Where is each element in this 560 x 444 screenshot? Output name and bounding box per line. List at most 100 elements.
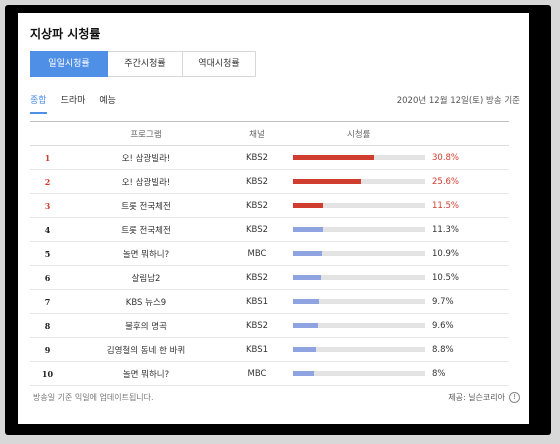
rating-value: 11.5% bbox=[432, 200, 460, 211]
broadcast-date: 2020년 12월 12일(토) 방송 기준 bbox=[396, 96, 520, 106]
rating-cell: 30.8% bbox=[287, 153, 509, 163]
program-name[interactable]: 놀면 뭐하니? bbox=[122, 249, 170, 260]
rating-bar-track bbox=[293, 251, 425, 256]
rank-number: 2 bbox=[44, 176, 51, 187]
rating-bar-track bbox=[293, 299, 425, 304]
rating-bar-fill bbox=[293, 347, 317, 352]
header-rating: 시청률 bbox=[347, 129, 371, 140]
program-name[interactable]: 불후의 명곡 bbox=[125, 321, 167, 332]
rating-value: 25.6% bbox=[432, 176, 460, 187]
rating-bar-track bbox=[293, 155, 425, 160]
tab-all-time[interactable]: 역대시청률 bbox=[183, 51, 256, 77]
rating-bar-fill bbox=[293, 155, 375, 160]
table-row[interactable]: 2 오! 삼광빌라! KBS2 25.6% bbox=[30, 170, 509, 194]
section-title: 지상파 시청률 bbox=[30, 27, 101, 41]
table-row[interactable]: 8 불후의 명곡 KBS2 9.6% bbox=[30, 314, 509, 338]
rating-value: 9.6% bbox=[432, 320, 454, 331]
program-name[interactable]: 김영철의 동네 한 바퀴 bbox=[106, 345, 186, 356]
header-program: 프로그램 bbox=[130, 129, 162, 140]
table-row[interactable]: 6 살림남2 KBS2 10.5% bbox=[30, 266, 509, 290]
rating-bar-fill bbox=[293, 179, 361, 184]
rating-bar-track bbox=[293, 275, 425, 280]
table-header: 프로그램 채널 시청률 bbox=[30, 121, 509, 146]
program-name[interactable]: 살림남2 bbox=[131, 273, 161, 284]
program-name[interactable]: 트롯 전국체전 bbox=[121, 201, 171, 212]
table-row[interactable]: 5 놀면 뭐하니? MBC 10.9% bbox=[30, 242, 509, 266]
rank-number: 10 bbox=[41, 368, 54, 379]
table-row[interactable]: 9 김영철의 동네 한 바퀴 KBS1 8.8% bbox=[30, 338, 509, 362]
rank-number: 3 bbox=[44, 200, 51, 211]
rating-cell: 8.8% bbox=[287, 345, 509, 355]
rating-bar-fill bbox=[293, 227, 323, 232]
rating-bar-track bbox=[293, 203, 425, 208]
rating-bar-track bbox=[293, 179, 425, 184]
rating-bar-fill bbox=[293, 299, 319, 304]
rating-value: 8.8% bbox=[432, 344, 454, 355]
rating-bar-fill bbox=[293, 203, 324, 208]
rating-value: 9.7% bbox=[432, 296, 454, 307]
tab-weekly[interactable]: 주간시청률 bbox=[108, 51, 183, 77]
subtab-overall[interactable]: 종합 bbox=[30, 93, 47, 114]
channel-name: MBC bbox=[247, 248, 267, 259]
rating-cell: 11.5% bbox=[287, 201, 509, 211]
ratings-tabs: 일일시청률 주간시청률 역대시청률 bbox=[30, 51, 256, 77]
data-source: 제공: 닐슨코리아 ! bbox=[448, 392, 520, 403]
program-name[interactable]: KBS 뉴스9 bbox=[125, 297, 167, 308]
rating-bar-track bbox=[293, 371, 425, 376]
table-row[interactable]: 1 오! 삼광빌라! KBS2 30.8% bbox=[30, 146, 509, 170]
rating-value: 30.8% bbox=[432, 152, 460, 163]
channel-name: KBS2 bbox=[245, 224, 269, 235]
rank-number: 4 bbox=[44, 224, 51, 235]
channel-name: KBS1 bbox=[245, 344, 269, 355]
rating-bar-fill bbox=[293, 323, 319, 328]
rating-cell: 10.9% bbox=[287, 249, 509, 259]
ratings-table: 프로그램 채널 시청률 1 오! 삼광빌라! KBS2 30.8% 2 오! 삼광빌라! K… bbox=[30, 121, 509, 386]
header-channel: 채널 bbox=[249, 129, 265, 140]
channel-name: KBS2 bbox=[245, 272, 269, 283]
rating-bar-fill bbox=[293, 251, 322, 256]
rating-value: 8% bbox=[432, 368, 446, 379]
rating-bar-track bbox=[293, 347, 425, 352]
genre-subtabs: 종합 드라마 예능 bbox=[30, 93, 130, 114]
rank-number: 6 bbox=[44, 272, 51, 283]
rating-bar-track bbox=[293, 323, 425, 328]
rating-value: 10.9% bbox=[432, 248, 460, 259]
channel-name: KBS2 bbox=[245, 152, 269, 163]
rank-number: 8 bbox=[44, 320, 51, 331]
rating-cell: 11.3% bbox=[287, 225, 509, 235]
rating-bar-fill bbox=[293, 275, 321, 280]
rating-bar-fill bbox=[293, 371, 315, 376]
program-name[interactable]: 트롯 전국체전 bbox=[121, 225, 171, 236]
table-body: 1 오! 삼광빌라! KBS2 30.8% 2 오! 삼광빌라! KBS2 25.6% 3 트롯 … bbox=[30, 146, 509, 386]
subtab-variety[interactable]: 예능 bbox=[99, 96, 116, 106]
rank-number: 9 bbox=[44, 344, 51, 355]
rank-number: 5 bbox=[44, 248, 51, 259]
program-name[interactable]: 놀면 뭐하니? bbox=[122, 369, 170, 380]
channel-name: KBS2 bbox=[245, 200, 269, 211]
rank-number: 1 bbox=[44, 152, 51, 163]
table-row[interactable]: 3 트롯 전국체전 KBS2 11.5% bbox=[30, 194, 509, 218]
channel-name: KBS2 bbox=[245, 320, 269, 331]
table-row[interactable]: 7 KBS 뉴스9 KBS1 9.7% bbox=[30, 290, 509, 314]
rank-number: 7 bbox=[44, 296, 51, 307]
info-icon[interactable]: ! bbox=[509, 392, 520, 403]
rating-bar-track bbox=[293, 227, 425, 232]
rating-cell: 25.6% bbox=[287, 177, 509, 187]
rating-value: 11.3% bbox=[432, 224, 460, 235]
rating-cell: 8% bbox=[287, 369, 509, 379]
rating-cell: 10.5% bbox=[287, 273, 509, 283]
subtab-drama[interactable]: 드라마 bbox=[60, 96, 86, 106]
table-row[interactable]: 10 놀면 뭐하니? MBC 8% bbox=[30, 362, 509, 386]
ratings-card bbox=[18, 13, 529, 424]
program-name[interactable]: 오! 삼광빌라! bbox=[121, 153, 171, 164]
update-note: 방송일 기준 익일에 업데이트됩니다. bbox=[33, 393, 154, 402]
channel-name: MBC bbox=[247, 368, 267, 379]
rating-value: 10.5% bbox=[432, 272, 460, 283]
rating-cell: 9.7% bbox=[287, 297, 509, 307]
channel-name: KBS2 bbox=[245, 176, 269, 187]
table-row[interactable]: 4 트롯 전국체전 KBS2 11.3% bbox=[30, 218, 509, 242]
program-name[interactable]: 오! 삼광빌라! bbox=[121, 177, 171, 188]
tab-daily[interactable]: 일일시청률 bbox=[30, 51, 108, 77]
rating-cell: 9.6% bbox=[287, 321, 509, 331]
source-label: 제공: 닐슨코리아 bbox=[448, 393, 505, 402]
